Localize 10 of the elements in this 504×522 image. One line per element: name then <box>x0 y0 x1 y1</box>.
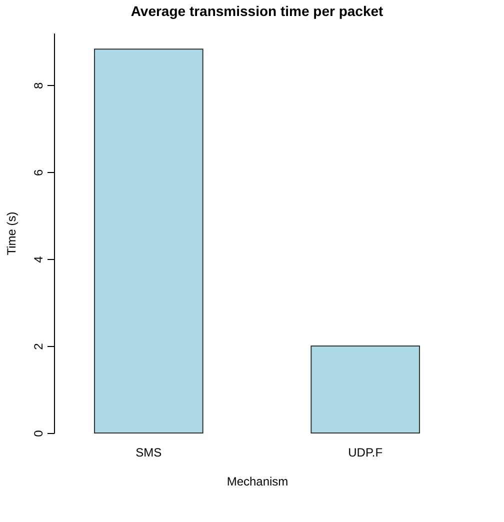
y-tick-label: 8 <box>32 82 46 90</box>
y-tick-label: 2 <box>32 342 46 350</box>
x-tick-label: UDP.F <box>348 446 383 460</box>
y-tick-label: 6 <box>32 168 46 176</box>
y-axis-title: Time (s) <box>4 212 18 256</box>
chart-title: Average transmission time per packet <box>130 3 384 19</box>
y-tick-label: 4 <box>32 256 46 263</box>
x-axis-title: Mechanism <box>226 474 288 488</box>
x-tick-label: SMS <box>136 446 162 460</box>
y-tick-label: 0 <box>32 430 46 437</box>
